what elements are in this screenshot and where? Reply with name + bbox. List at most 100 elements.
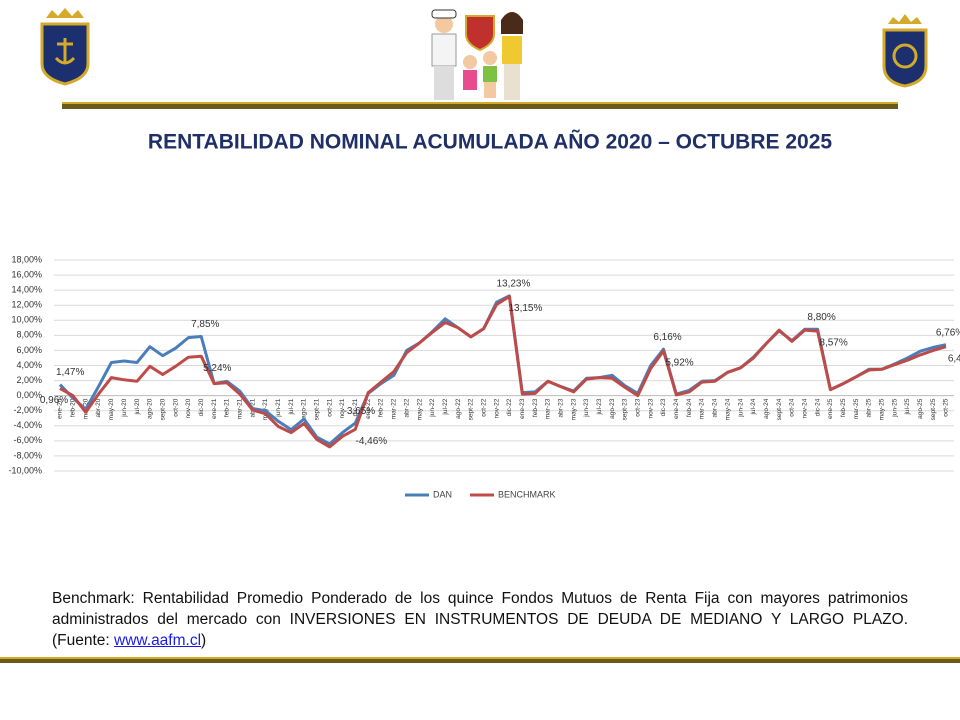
- footer-rule-top: [0, 657, 960, 659]
- x-tick-label: oct-20: [172, 398, 179, 416]
- data-label: 5,24%: [203, 363, 231, 374]
- x-tick-label: jun-22: [429, 398, 436, 417]
- x-tick-label: may-20: [108, 398, 115, 420]
- legend-label: DAN: [433, 489, 452, 499]
- y-tick-label: 14,00%: [11, 285, 42, 295]
- data-label: 13,23%: [496, 279, 530, 290]
- x-tick-label: feb-25: [840, 398, 847, 417]
- y-tick-label: 10,00%: [11, 315, 42, 325]
- x-tick-label: dic-22: [506, 398, 513, 416]
- footer-rule: [0, 658, 960, 663]
- x-tick-label: feb-23: [532, 398, 539, 417]
- x-tick-label: ago-20: [147, 398, 154, 419]
- series-line: [59, 295, 947, 449]
- y-tick-label: -8,00%: [13, 450, 42, 460]
- x-tick-label: dic-21: [352, 398, 359, 416]
- x-tick-label: abr-23: [558, 398, 565, 417]
- y-tick-label: 4,00%: [16, 360, 42, 370]
- logo-left: [40, 8, 90, 86]
- x-tick-label: sept-22: [468, 398, 475, 420]
- legend-label: BENCHMARK: [498, 489, 556, 499]
- x-tick-label: dic-23: [660, 398, 667, 416]
- x-tick-label: abr-24: [712, 398, 719, 417]
- y-tick-label: -4,00%: [13, 420, 42, 430]
- x-tick-label: jul-24: [750, 398, 757, 415]
- chart-title: RENTABILIDAD NOMINAL ACUMULADA AÑO 2020 …: [148, 131, 832, 154]
- y-tick-label: -6,00%: [13, 435, 42, 445]
- x-tick-label: ago-24: [763, 398, 770, 419]
- x-tick-label: jun-24: [737, 398, 744, 417]
- data-label: -4,46%: [355, 436, 387, 447]
- x-tick-label: sept-24: [776, 398, 783, 420]
- x-tick-label: may-23: [570, 398, 577, 420]
- x-tick-label: sept-20: [159, 398, 166, 420]
- x-tick-label: feb-22: [378, 398, 385, 417]
- y-tick-label: 2,00%: [16, 375, 42, 385]
- x-tick-label: jul-25: [904, 398, 911, 415]
- x-tick-label: ago-21: [301, 398, 308, 419]
- x-tick-label: jun-20: [121, 398, 128, 417]
- data-label: 6,49%: [948, 353, 960, 364]
- data-label: 0,96%: [40, 395, 68, 406]
- footnote-link[interactable]: www.aafm.cl: [114, 632, 202, 649]
- x-tick-label: dic-24: [814, 398, 821, 416]
- x-tick-label: ago-23: [609, 398, 616, 419]
- x-tick-label: sept-25: [930, 398, 937, 420]
- x-tick-label: dic-20: [198, 398, 205, 416]
- data-label: 6,76%: [936, 327, 960, 338]
- x-tick-label: nov-22: [493, 398, 500, 418]
- y-tick-label: -10,00%: [8, 465, 42, 475]
- x-tick-label: abr-20: [95, 398, 102, 417]
- x-tick-label: sept-23: [622, 398, 629, 420]
- x-tick-label: jun-23: [583, 398, 590, 417]
- data-label: 5,92%: [665, 358, 693, 369]
- footnote-closing: ): [201, 632, 207, 649]
- y-tick-label: -2,00%: [13, 405, 42, 415]
- x-tick-label: feb-24: [686, 398, 693, 417]
- x-tick-label: nov-21: [339, 398, 346, 418]
- x-tick-label: mar-25: [853, 398, 860, 419]
- x-tick-label: mar-21: [236, 398, 243, 419]
- x-tick-label: ene-20: [57, 398, 64, 419]
- logo-right: [882, 14, 928, 88]
- x-tick-label: jun-25: [891, 398, 898, 417]
- family-illustration: [431, 9, 523, 100]
- data-label: -3,65%: [343, 406, 375, 417]
- x-tick-label: ene-25: [827, 398, 834, 419]
- x-tick-label: jun-21: [275, 398, 282, 417]
- y-tick-label: 8,00%: [16, 330, 42, 340]
- x-tick-label: mar-23: [545, 398, 552, 419]
- data-label: 7,85%: [191, 319, 219, 330]
- data-label: 1,47%: [56, 367, 84, 378]
- x-tick-label: abr-25: [866, 398, 873, 417]
- y-tick-label: 6,00%: [16, 345, 42, 355]
- x-tick-label: mar-22: [391, 398, 398, 419]
- x-tick-label: ene-24: [673, 398, 680, 419]
- x-tick-label: ene-23: [519, 398, 526, 419]
- x-tick-label: oct-23: [635, 398, 642, 416]
- x-tick-label: may-25: [879, 398, 886, 420]
- x-tick-label: ene-22: [365, 398, 372, 419]
- x-tick-label: jul-20: [134, 398, 141, 415]
- x-tick-label: nov-20: [185, 398, 192, 418]
- x-tick-label: nov-24: [801, 398, 808, 418]
- x-tick-label: nov-23: [647, 398, 654, 418]
- x-tick-label: oct-24: [789, 398, 796, 416]
- x-tick-label: jul-22: [442, 398, 449, 415]
- data-label: 13,15%: [508, 303, 542, 314]
- x-tick-label: ene-21: [211, 398, 218, 419]
- y-tick-label: 0,00%: [16, 390, 42, 400]
- header-rule-top: [62, 102, 898, 104]
- x-tick-label: may-24: [724, 398, 731, 420]
- x-tick-label: oct-21: [326, 398, 333, 416]
- data-label: 6,16%: [653, 332, 681, 343]
- x-tick-label: feb-21: [224, 398, 231, 417]
- footnote-text: Benchmark: Rentabilidad Promedio Pondera…: [52, 590, 908, 649]
- y-tick-label: 18,00%: [11, 254, 42, 264]
- footnote: Benchmark: Rentabilidad Promedio Pondera…: [52, 588, 908, 651]
- x-tick-label: ago-25: [917, 398, 924, 419]
- x-tick-label: may-22: [416, 398, 423, 420]
- x-tick-label: ago-22: [455, 398, 462, 419]
